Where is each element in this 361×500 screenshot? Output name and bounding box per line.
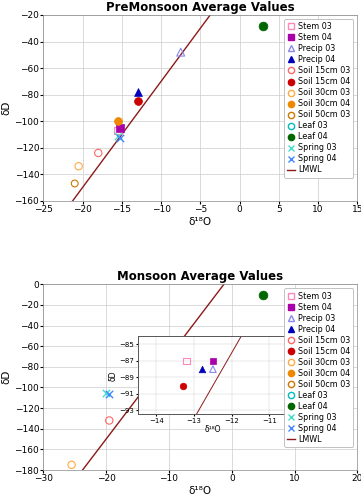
Point bbox=[315, 38, 321, 46]
X-axis label: δ¹⁸O: δ¹⁸O bbox=[189, 486, 212, 496]
Point bbox=[117, 134, 123, 142]
Title: PreMonsoon Average Values: PreMonsoon Average Values bbox=[106, 1, 295, 14]
Point bbox=[135, 88, 140, 96]
Point bbox=[145, 373, 151, 381]
Point bbox=[115, 132, 121, 140]
Point bbox=[72, 180, 78, 188]
Point bbox=[150, 370, 156, 378]
Point bbox=[148, 371, 154, 379]
Point bbox=[117, 124, 123, 132]
Y-axis label: δD: δD bbox=[2, 370, 12, 384]
Legend: Stem 03, Stem 04, Precip 03, Precip 04, Soil 15cm 03, Soil 15cm 04, Soil 30cm 03: Stem 03, Stem 04, Precip 03, Precip 04, … bbox=[284, 288, 353, 447]
Point bbox=[95, 149, 101, 157]
Point bbox=[144, 363, 150, 371]
Point bbox=[103, 388, 109, 396]
Point bbox=[135, 97, 140, 105]
X-axis label: δ¹⁸O: δ¹⁸O bbox=[189, 216, 212, 226]
Point bbox=[76, 162, 82, 170]
Point bbox=[115, 117, 121, 125]
Point bbox=[178, 48, 184, 56]
Point bbox=[115, 126, 121, 134]
Point bbox=[146, 370, 152, 378]
Point bbox=[150, 371, 156, 379]
Point bbox=[260, 22, 266, 30]
Point bbox=[106, 390, 112, 398]
Legend: Stem 03, Stem 04, Precip 03, Precip 04, Soil 15cm 03, Soil 15cm 04, Soil 30cm 03: Stem 03, Stem 04, Precip 03, Precip 04, … bbox=[284, 19, 353, 178]
Point bbox=[69, 461, 74, 469]
Point bbox=[175, 365, 181, 373]
Title: Monsoon Average Values: Monsoon Average Values bbox=[117, 270, 283, 283]
Point bbox=[260, 290, 266, 298]
Point bbox=[106, 416, 112, 424]
Y-axis label: δD: δD bbox=[2, 100, 12, 115]
